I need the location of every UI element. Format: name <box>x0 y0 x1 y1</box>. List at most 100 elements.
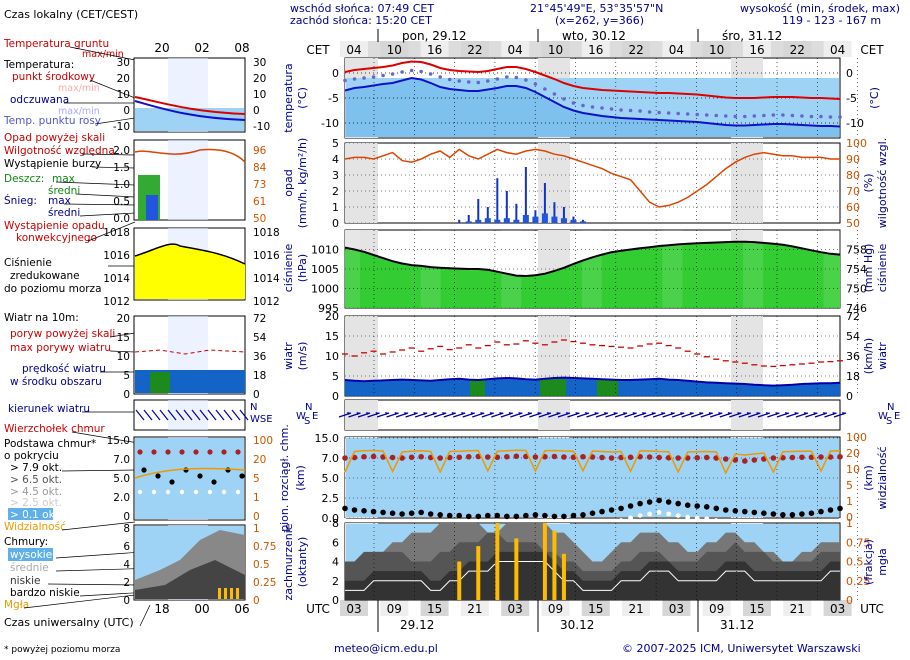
mini-press-area <box>135 244 245 299</box>
wind-arrow-head <box>832 412 837 415</box>
dewpoint-dot <box>838 115 842 119</box>
cloud-low-dot <box>342 518 348 523</box>
legend-very-low: bardzo niskie <box>10 587 80 599</box>
legend-pressure-3: do poziomu morza <box>4 283 102 295</box>
mini-temp-tick-r: -10 <box>253 121 270 133</box>
mini-fog-tick: 0.75 <box>253 541 276 553</box>
dewpoint-dot <box>657 110 661 115</box>
rain-max-bar <box>515 203 518 223</box>
cloud-top-dot <box>732 457 739 463</box>
dewpoint-dot <box>819 114 823 119</box>
cloud-label: pion. rozciągł. chm. <box>278 424 291 532</box>
visibility-line <box>344 449 841 475</box>
fog-bar <box>457 561 462 600</box>
cloud-top-dot <box>656 454 662 461</box>
fog-tick: 0 <box>846 594 853 607</box>
mini-time-tick: 20 <box>154 41 169 55</box>
wind-arrow-head <box>813 412 818 415</box>
legend-connector <box>55 181 136 186</box>
rain-max-bar <box>467 215 470 223</box>
temp-perceived-line <box>344 76 841 128</box>
mini-utc-tick: 00 <box>194 602 209 616</box>
cloud-top-dot <box>599 454 605 461</box>
mini-base-dot <box>197 473 203 479</box>
footer-email[interactable]: meteo@icm.edu.pl <box>334 642 438 655</box>
rain-bar <box>513 219 520 223</box>
top-time-axis: 04 10 16 22 04 10 16 22 04 10 16 22 04 CET CET pon, 29.… <box>306 28 884 57</box>
cloud-low-dot <box>618 518 624 523</box>
wind-arrow-head <box>366 412 371 415</box>
wind-green <box>597 379 618 396</box>
cet-tick: 10 <box>548 43 563 57</box>
dewpoint-dot <box>809 114 814 119</box>
cet-tick: 10 <box>387 43 402 57</box>
wind-arrow-head <box>794 412 799 415</box>
dewpoint-dot <box>495 77 500 81</box>
legend-temperature: Temperatura: <box>3 59 74 71</box>
cloud-base-dot <box>694 503 701 509</box>
mini-temp: 30 30 20 20 10 10 0 0 -10 -10 <box>113 57 270 133</box>
cloud-base-dot <box>827 507 834 513</box>
mini-base-dot <box>141 467 147 473</box>
wind-arrow-head <box>480 412 485 415</box>
wind-line <box>344 376 841 387</box>
cloud-base-dot <box>808 510 815 516</box>
compass-r-dir_n: N <box>887 402 894 413</box>
temperature-panel: 0 -5 -10 0 -5 -10 <box>321 57 864 139</box>
fog-bar <box>561 553 566 600</box>
dewpoint-dot <box>571 101 576 105</box>
kmh-tick: 0 <box>846 390 853 403</box>
cloud-base-dot <box>513 513 520 520</box>
mini-fog-tick: 0 <box>253 595 260 607</box>
cloud-base-dot <box>799 511 805 517</box>
mini-vis-line <box>134 467 246 479</box>
mmhg-tick: 754 <box>846 263 867 276</box>
legend-wind-speed-1: prędkość wiatru <box>22 363 106 375</box>
legend-rain-max: max <box>52 173 75 185</box>
dewpoint-dot <box>762 113 766 118</box>
legend-snow-max: max <box>48 195 71 207</box>
wind-arrow-head <box>756 412 761 415</box>
tick-cell <box>340 41 368 57</box>
vis-tick: 100 <box>846 431 867 444</box>
coords: 21°45'49"E, 53°35'57"N <box>530 2 663 15</box>
cloud-low-dot <box>837 518 843 523</box>
rain-bar <box>484 218 491 223</box>
mini-utc-tick: 06 <box>234 602 249 616</box>
mini-kmh-tick: 18 <box>253 370 266 382</box>
hum-tick: 100 <box>846 137 867 150</box>
day-label-top: wto, 30.12 <box>562 29 626 43</box>
wind-arrow-head <box>689 412 694 415</box>
mini-press-tick-r: 1014 <box>253 273 280 285</box>
cet-label-right: CET <box>860 43 884 57</box>
mini-low-dot <box>137 489 143 495</box>
cover-tick: 0 <box>332 594 339 607</box>
y-tick: 5 <box>332 370 339 383</box>
mini-wind-tick: 0 <box>123 389 130 401</box>
legend-okt-45: > 4.5 okt. <box>10 486 62 498</box>
wind-arrow-head <box>413 412 418 415</box>
cet-tick: 22 <box>790 43 805 57</box>
dewpoint-dot <box>466 80 471 84</box>
dewpoint-dot <box>685 112 690 116</box>
legend-low: niskie <box>10 575 41 587</box>
cloud-top-dot <box>675 455 681 461</box>
y-tick: 4 <box>332 153 339 166</box>
compass-dir_e: E <box>312 411 318 422</box>
mini-hum-tick: 61 <box>253 196 266 208</box>
cet-tick: 16 <box>749 43 764 57</box>
dewpoint-dot <box>733 114 738 119</box>
mini-cloud-tick: 5.0 <box>113 473 130 485</box>
wind-unit-right: (km/h) <box>862 338 875 374</box>
cloud-base-dot <box>475 513 482 520</box>
cloud-base-dot <box>837 505 843 512</box>
cloud-sky <box>346 438 839 517</box>
mini-wind: 20 15 10 5 0 72 54 36 18 0 <box>117 313 267 401</box>
cloud-base-dot <box>427 511 434 517</box>
mini-wind-arrow <box>167 409 177 421</box>
cloud-top-dot <box>694 454 701 461</box>
mini-wind-arrow <box>207 409 217 421</box>
cloud-base-dot <box>561 513 567 520</box>
cloud-base-dot <box>389 510 396 516</box>
